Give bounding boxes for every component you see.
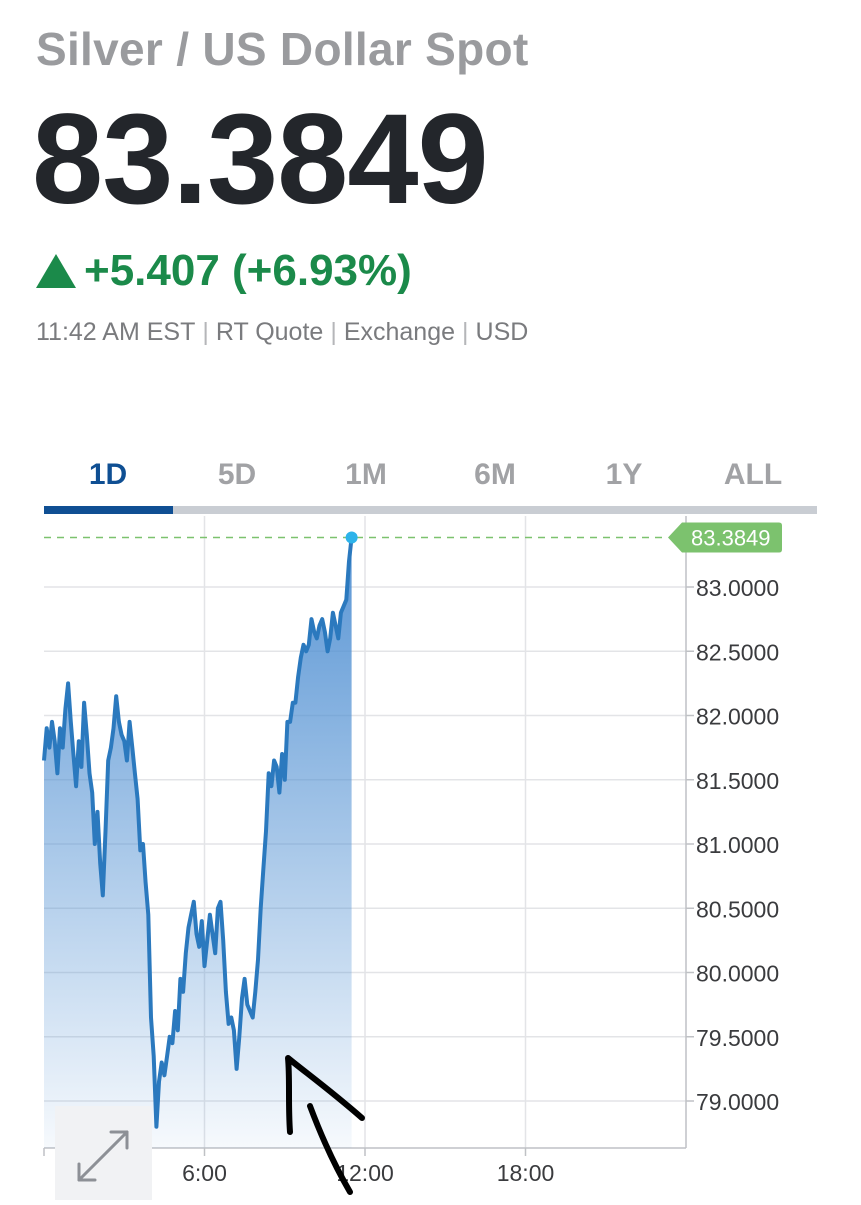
separator: | <box>462 318 469 346</box>
y-tick-label: 79.5000 <box>696 1025 779 1051</box>
y-tick-label: 83.0000 <box>696 575 779 601</box>
y-tick-label: 80.5000 <box>696 896 779 922</box>
tab-1d[interactable]: 1D <box>88 458 128 491</box>
quote-currency: USD <box>475 318 529 346</box>
annotation-arrow <box>285 1055 365 1195</box>
y-tick-label: 81.5000 <box>696 768 779 794</box>
current-price-label: 83.3849 <box>691 526 771 551</box>
timeframe-tabs: 1D 5D 1M 6M 1Y ALL <box>44 452 817 516</box>
tab-all[interactable]: ALL <box>723 458 783 491</box>
y-tick-label: 81.0000 <box>696 832 779 858</box>
current-price-point <box>345 531 358 544</box>
expand-arrows-icon <box>77 1130 129 1182</box>
separator: | <box>202 318 209 346</box>
active-tab-indicator <box>44 506 173 514</box>
tab-track <box>44 506 817 514</box>
quote-meta: 11:42 AM EST | RT Quote | Exchange | USD <box>36 318 528 347</box>
quote-source: Exchange <box>343 318 456 346</box>
x-tick-label: 18:00 <box>497 1160 555 1186</box>
x-tick-label: 6:00 <box>182 1160 227 1186</box>
current-price-flag <box>668 522 782 553</box>
price-line <box>42 537 354 1129</box>
quote-time: 11:42 AM EST <box>36 318 196 346</box>
separator: | <box>330 318 337 346</box>
price-area <box>44 537 352 1148</box>
quote-type: RT Quote <box>215 318 324 346</box>
y-tick-label: 80.0000 <box>696 961 779 987</box>
y-tick-label: 79.0000 <box>696 1089 779 1115</box>
y-tick-label: 82.0000 <box>696 704 779 730</box>
expand-chart-button[interactable] <box>55 1106 152 1200</box>
instrument-title: Silver / US Dollar Spot <box>36 23 529 75</box>
up-arrow-icon <box>36 254 76 288</box>
tab-1m[interactable]: 1M <box>345 458 387 491</box>
y-tick-label: 82.5000 <box>696 639 779 665</box>
tab-1y[interactable]: 1Y <box>605 458 643 491</box>
tab-6m[interactable]: 6M <box>474 458 516 491</box>
tab-5d[interactable]: 5D <box>217 458 257 491</box>
price-change: +5.407 (+6.93%) <box>36 246 412 296</box>
last-price: 83.3849 <box>32 88 489 231</box>
change-value: +5.407 (+6.93%) <box>84 246 412 295</box>
